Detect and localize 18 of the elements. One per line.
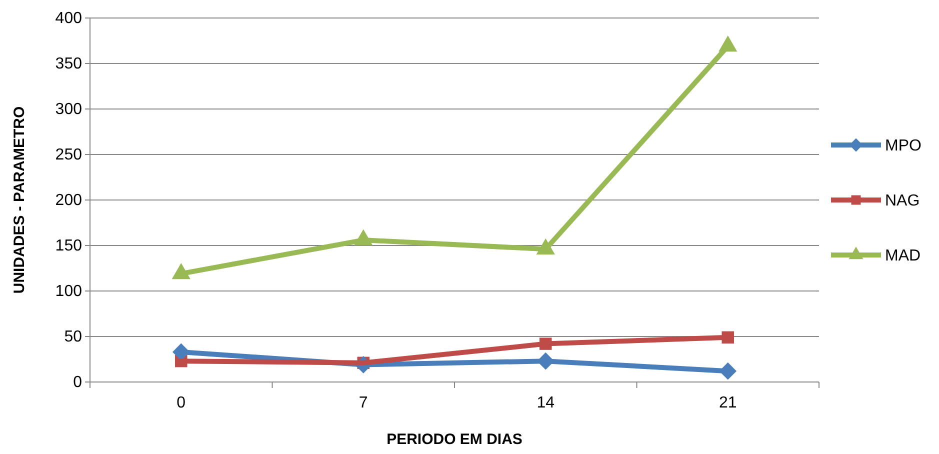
y-tick-label: 250 bbox=[55, 146, 82, 164]
legend-label: MPO bbox=[885, 138, 922, 155]
x-axis-title: PERIODO EM DIAS bbox=[386, 431, 522, 448]
y-tick-label: 50 bbox=[64, 328, 82, 346]
y-tick-label: 400 bbox=[55, 10, 82, 28]
y-tick-label: 100 bbox=[55, 283, 82, 300]
x-tick-label: 0 bbox=[176, 394, 186, 412]
legend-label: NAG bbox=[885, 192, 920, 210]
y-tick-label: 0 bbox=[73, 374, 82, 392]
y-axis-title: UNIDADES - PARAMETRO bbox=[11, 106, 28, 294]
x-tick-label: 14 bbox=[536, 394, 555, 412]
y-tick-label: 300 bbox=[55, 101, 82, 118]
y-tick-label: 150 bbox=[55, 238, 82, 255]
x-tick-label: 21 bbox=[718, 394, 737, 412]
x-tick-label: 7 bbox=[358, 394, 368, 412]
legend-label: MAD bbox=[885, 248, 921, 265]
y-tick-label: 200 bbox=[55, 192, 82, 210]
y-tick-label: 350 bbox=[55, 56, 82, 73]
